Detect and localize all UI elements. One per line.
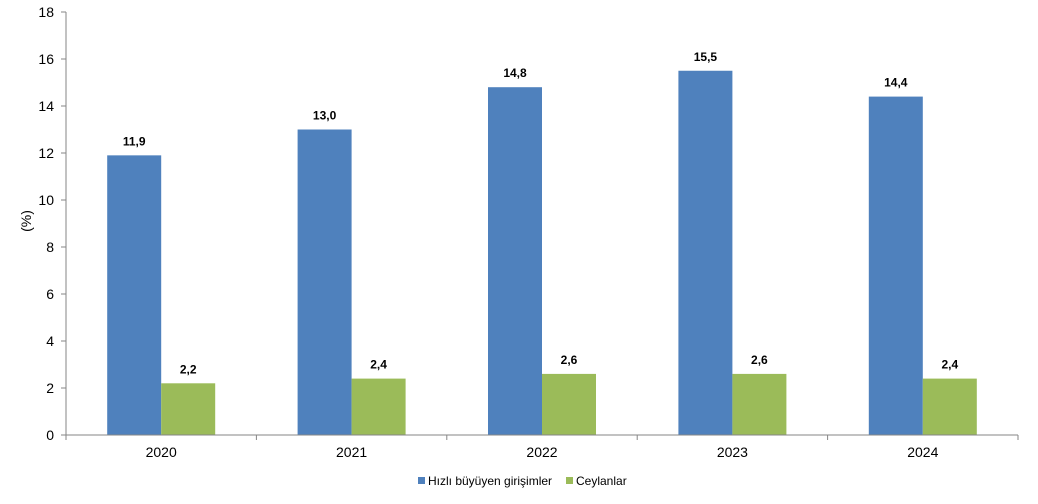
x-tick-label: 2021	[336, 444, 367, 460]
x-tick-label: 2022	[526, 444, 557, 460]
y-axis-title-group: (%)	[18, 210, 34, 232]
bar	[107, 155, 162, 435]
y-tick-label: 4	[46, 333, 54, 349]
axes-group	[65, 12, 1018, 436]
data-label: 15,5	[694, 50, 718, 64]
data-label: 2,4	[941, 358, 958, 372]
data-label: 13,0	[313, 109, 337, 123]
bar	[922, 378, 977, 435]
y-tick-label: 6	[46, 286, 54, 302]
x-tick-label: 2020	[146, 444, 177, 460]
bar	[542, 373, 596, 435]
legend-label: Ceylanlar	[576, 474, 627, 488]
bar	[297, 129, 352, 435]
y-axis-title: (%)	[18, 210, 34, 232]
legend: Hızlı büyüyen girişimler Ceylanlar	[418, 474, 627, 488]
data-label: 14,8	[503, 66, 527, 80]
y-tick-label: 14	[38, 98, 54, 114]
bar	[161, 383, 216, 435]
legend-label: Hızlı büyüyen girişimler	[428, 474, 552, 488]
bar	[351, 378, 406, 435]
legend-swatch	[418, 477, 425, 484]
y-tick-label: 8	[46, 239, 54, 255]
legend-swatch	[566, 477, 573, 484]
x-tick-label: 2024	[907, 444, 938, 460]
x-tick-label: 2023	[717, 444, 748, 460]
y-tick-label: 10	[38, 192, 54, 208]
y-tick-label: 0	[46, 427, 54, 443]
bar	[678, 70, 733, 435]
bars-group	[107, 70, 977, 435]
bar	[488, 87, 542, 435]
y-tick-label: 12	[38, 145, 54, 161]
data-label: 14,4	[884, 76, 908, 90]
data-label: 2,6	[561, 353, 578, 367]
data-label: 11,9	[123, 134, 146, 148]
y-tick-label: 16	[38, 51, 54, 67]
bar	[868, 96, 923, 435]
y-axis-ticks: 0 2 4 6 8 10 12 14 16 18	[38, 4, 66, 443]
data-label: 2,2	[180, 362, 197, 376]
y-tick-label: 2	[46, 380, 54, 396]
data-labels-group: 11,9 13,0 14,8 15,5 14,4 2,2 2,4 2,6 2,6 2,4	[123, 50, 959, 377]
data-label: 2,4	[370, 358, 387, 372]
y-tick-label: 18	[38, 4, 54, 20]
x-axis-ticks: 2020 2021 2022 2023 2024	[65, 435, 1019, 460]
data-label: 2,6	[751, 353, 768, 367]
bar	[732, 373, 787, 435]
